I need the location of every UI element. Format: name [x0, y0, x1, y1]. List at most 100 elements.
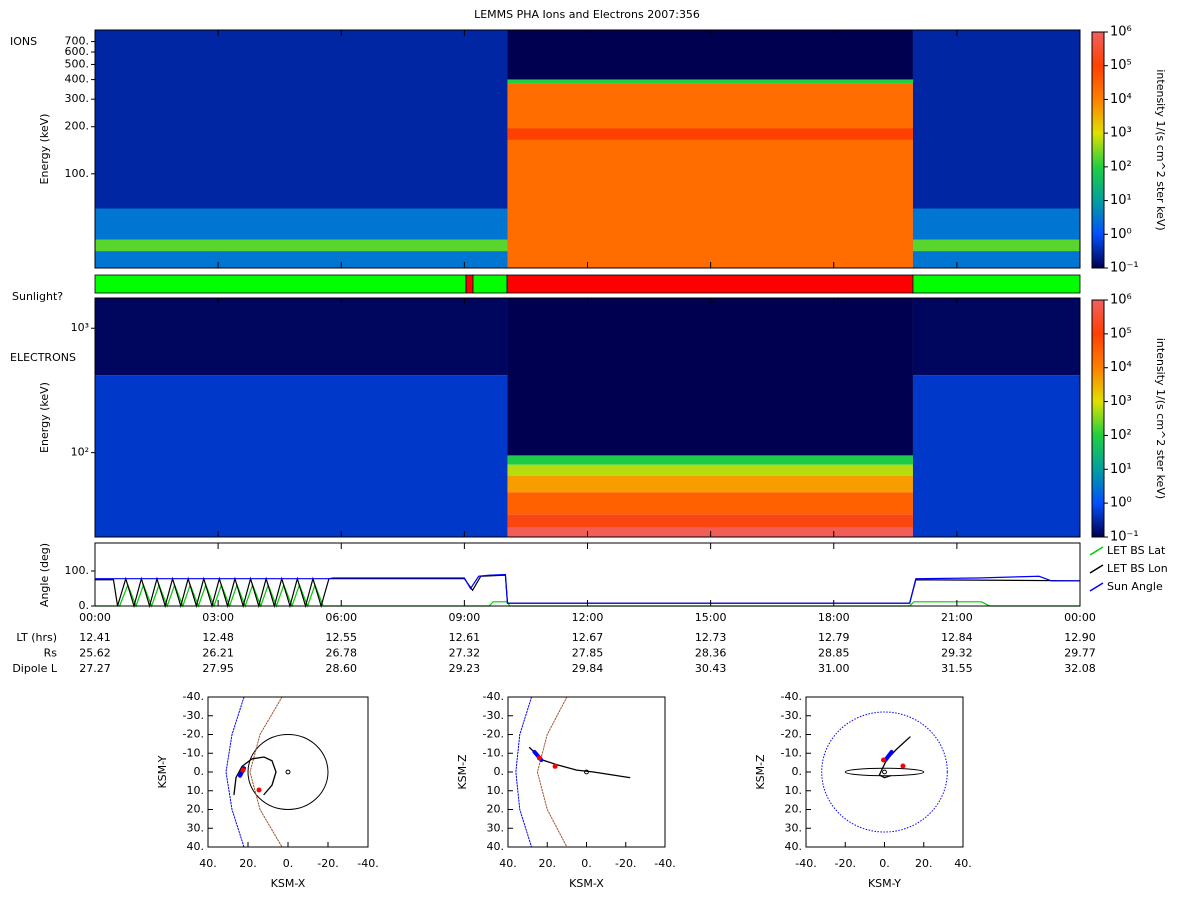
y-axis-label: Energy (keV) — [38, 114, 51, 185]
colorbar — [1091, 31, 1105, 269]
row-value: 25.62 — [79, 647, 111, 660]
orbit-marker — [552, 763, 558, 769]
x-tick-label: 0. — [581, 857, 592, 870]
x-tick-label: 40. — [199, 857, 217, 870]
plot-frame — [507, 696, 666, 848]
row-value: 12.73 — [695, 631, 727, 644]
y-tick-label: 100. — [65, 167, 90, 180]
x-tick-label: 15:00 — [695, 611, 727, 624]
y-tick-label: 100. — [65, 564, 90, 577]
colorbar-tick-label: 10¹ — [1110, 462, 1132, 477]
x-tick-label: -20. — [835, 857, 856, 870]
y-tick-label: -30. — [183, 709, 204, 722]
sunlight-segment — [506, 274, 914, 294]
orbit-curve — [878, 736, 911, 779]
y-tick-label: 500. — [65, 57, 90, 70]
row-name: LT (hrs) — [16, 631, 57, 644]
y-tick-label: 40. — [785, 840, 803, 853]
row-value: 29.32 — [941, 647, 973, 660]
x-tick-label: 00:00 — [1064, 611, 1096, 624]
colorbar-label: intensity 1/(s cm^2 ster keV) — [1154, 69, 1167, 230]
row-value: 26.21 — [202, 647, 234, 660]
orbit-ring — [821, 711, 948, 833]
orbit-marker — [536, 755, 542, 761]
legend-swatch — [1089, 582, 1104, 592]
x-tick-label: 0. — [283, 857, 294, 870]
y-tick-label: 40. — [487, 840, 505, 853]
y-tick-label: 10. — [785, 784, 803, 797]
y-axis-label: Energy (keV) — [38, 382, 51, 453]
row-value: 31.55 — [941, 662, 973, 675]
y-tick-label: 20. — [187, 803, 205, 816]
y-tick-label: 10³ — [71, 321, 89, 334]
y-tick-label: 600. — [65, 45, 90, 58]
row-value: 28.85 — [818, 647, 850, 660]
y-tick-label: -10. — [781, 746, 802, 759]
row-value: 27.85 — [572, 647, 604, 660]
row-value: 29.77 — [1064, 647, 1096, 660]
spectrogram-cell — [912, 298, 1080, 376]
x-tick-label: 09:00 — [449, 611, 481, 624]
legend-label: LET BS Lon — [1107, 562, 1168, 575]
x-axis-label: KSM-X — [569, 877, 604, 890]
plot-frame — [207, 696, 369, 848]
y-axis-label: KSM-Z — [456, 754, 469, 790]
spectrogram-cell — [507, 298, 913, 456]
x-tick-label: -40. — [654, 857, 675, 870]
row-value: 12.79 — [818, 631, 850, 644]
row-value: 28.36 — [695, 647, 727, 660]
x-tick-label: 12:00 — [572, 611, 604, 624]
row-value: 29.84 — [572, 662, 604, 675]
x-tick-label: -40. — [795, 857, 816, 870]
spectrogram-cell — [95, 239, 508, 252]
y-tick-label: 10. — [187, 784, 205, 797]
orbit-plot — [821, 711, 948, 833]
y-tick-label: 0. — [79, 599, 90, 612]
row-name: Dipole L — [12, 662, 58, 675]
colorbar-tick-label: 10³ — [1110, 394, 1132, 409]
y-tick-label: -40. — [781, 690, 802, 703]
row-value: 12.61 — [449, 631, 481, 644]
colorbar — [1091, 299, 1105, 538]
spectrogram-cell — [912, 239, 1080, 252]
spectrogram-cell — [912, 375, 1080, 537]
y-tick-label: -20. — [781, 728, 802, 741]
y-tick-label: 400. — [65, 73, 90, 86]
y-tick-label: 30. — [487, 821, 505, 834]
spectrogram-cell — [507, 128, 913, 140]
orbit-marker — [900, 763, 906, 769]
x-tick-label: 40. — [499, 857, 517, 870]
colorbar-tick-label: 10⁻¹ — [1110, 530, 1139, 545]
colorbar-tick-label: 10⁶ — [1110, 293, 1132, 308]
spectrogram-cell — [507, 455, 913, 465]
colorbar-tick-label: 10⁰ — [1110, 496, 1132, 511]
x-tick-label: -20. — [317, 857, 338, 870]
spectrogram-cell — [95, 298, 508, 376]
colorbar-tick-label: 10⁶ — [1110, 25, 1132, 40]
row-value: 30.43 — [695, 662, 727, 675]
orbit-curve — [528, 746, 631, 779]
spectrogram-cell — [507, 30, 913, 80]
y-tick-label: 20. — [487, 803, 505, 816]
orbit-ring — [882, 769, 887, 775]
sunlight-segment — [465, 274, 474, 294]
orbit-plot — [225, 697, 329, 847]
row-value: 12.55 — [326, 631, 358, 644]
y-axis-label: Angle (deg) — [38, 543, 51, 607]
orbit-plot — [515, 697, 631, 847]
orbit-ring — [844, 767, 925, 777]
row-value: 12.90 — [1064, 631, 1096, 644]
x-tick-label: 03:00 — [202, 611, 234, 624]
y-tick-label: 300. — [65, 92, 90, 105]
orbit-marker — [256, 787, 262, 793]
y-tick-label: 0. — [194, 765, 205, 778]
sunlight-segment — [912, 274, 1081, 294]
chart-title: LEMMS PHA Ions and Electrons 2007:356 — [474, 8, 700, 21]
x-axis-label: KSM-Y — [868, 877, 901, 890]
colorbar-tick-label: 10² — [1110, 428, 1132, 443]
panel-label: Sunlight? — [12, 290, 63, 303]
orbit-curve — [233, 756, 277, 796]
x-tick-label: 21:00 — [941, 611, 973, 624]
row-value: 12.48 — [202, 631, 234, 644]
legend-label: LET BS Lat — [1107, 544, 1166, 557]
